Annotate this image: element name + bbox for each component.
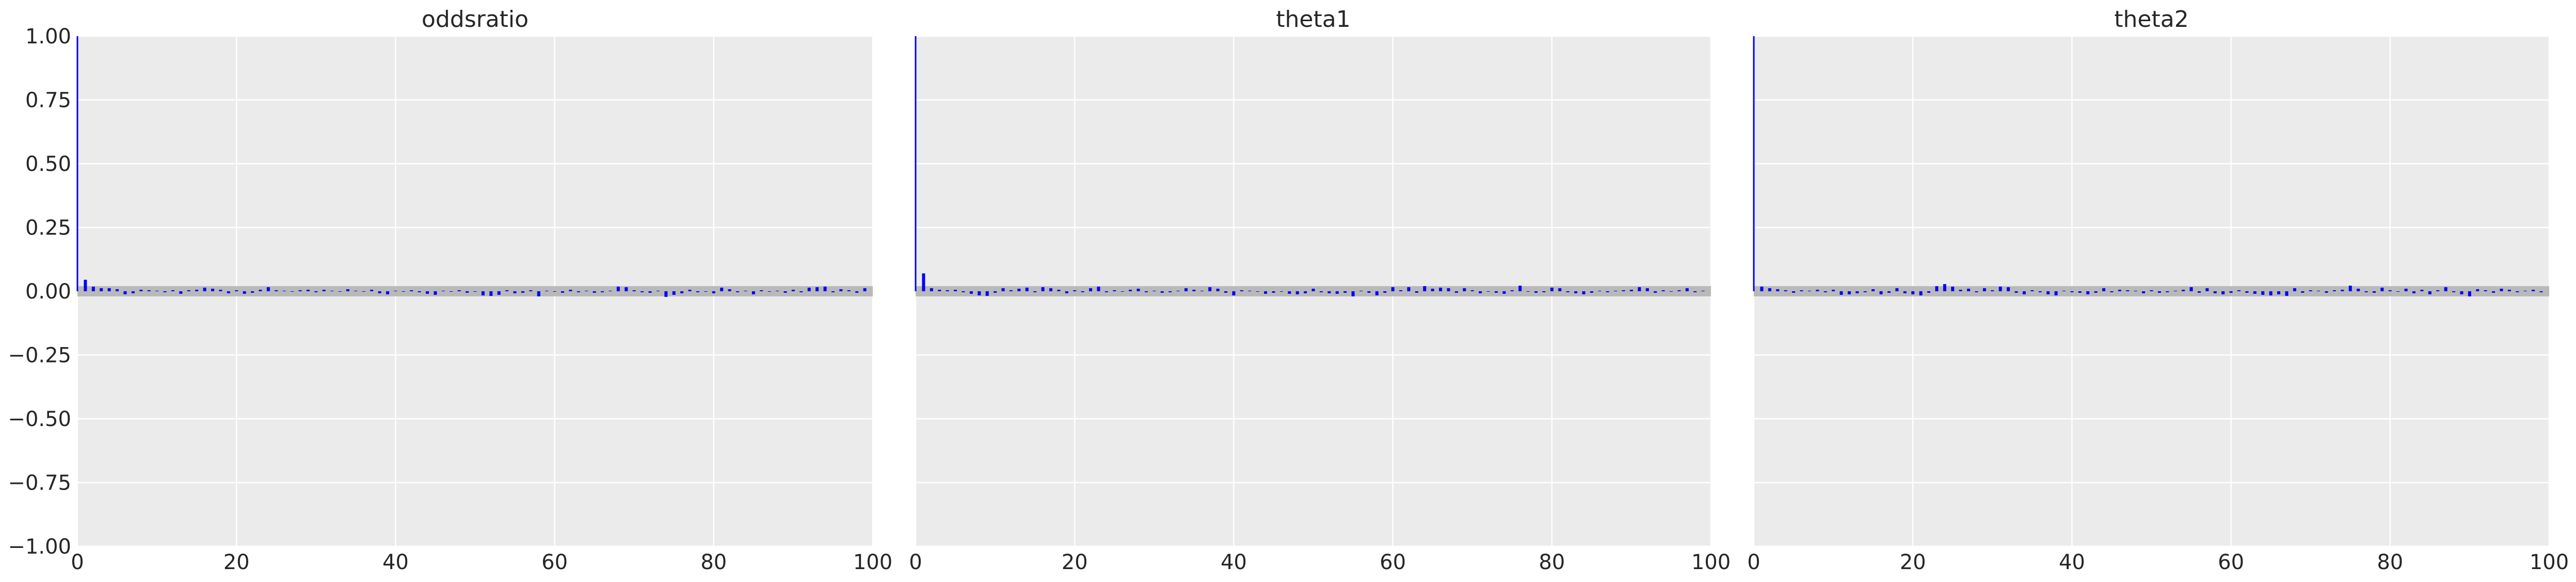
x-tick-label: 20 <box>223 550 250 574</box>
x-tick-label: 60 <box>1380 550 1406 574</box>
x-tick-label: 80 <box>700 550 727 574</box>
x-tick-label: 100 <box>2530 550 2569 574</box>
y-tick-label: 0.75 <box>25 89 71 113</box>
x-tick-label: 100 <box>1691 550 1731 574</box>
x-tick-label: 0 <box>71 550 84 574</box>
acf-panel-theta2: theta2 0 20 40 60 80 100 <box>1747 6 2569 574</box>
x-tick-label: 20 <box>1900 550 1926 574</box>
panel-title: oddsratio <box>422 6 529 33</box>
panels-container: oddsratio 0 20 40 60 80 100 −1.00 −0.75 −0.50 −0.2… <box>8 6 2569 574</box>
acf-panel-theta1: theta1 0 20 40 60 80 100 <box>909 6 1731 574</box>
x-tick-label: 80 <box>1539 550 1565 574</box>
y-tick-label: −0.25 <box>8 344 71 368</box>
x-tick-label: 60 <box>541 550 568 574</box>
y-tick-label: 0.00 <box>25 280 71 304</box>
acf-panel-oddsratio: oddsratio 0 20 40 60 80 100 −1.00 −0.75 −0.50 −0.2… <box>8 6 892 574</box>
x-tick-label: 40 <box>1221 550 1247 574</box>
x-tick-label: 100 <box>853 550 892 574</box>
x-tick-label: 40 <box>382 550 409 574</box>
y-tick-label: −1.00 <box>8 535 71 559</box>
panel-title: theta1 <box>1276 6 1350 33</box>
y-tick-label: −0.50 <box>8 407 71 431</box>
y-tick-label: 0.25 <box>25 216 71 240</box>
x-tick-label: 60 <box>2218 550 2244 574</box>
x-tick-label: 20 <box>1062 550 1088 574</box>
y-tick-label: 1.00 <box>25 25 71 49</box>
panel-title: theta2 <box>2114 6 2188 33</box>
x-tick-label: 80 <box>2377 550 2403 574</box>
y-tick-label: −0.75 <box>8 471 71 495</box>
x-tick-label: 40 <box>2059 550 2085 574</box>
x-tick-label: 0 <box>1747 550 1760 574</box>
x-tick-label: 0 <box>909 550 922 574</box>
y-tick-label: 0.50 <box>25 152 71 176</box>
